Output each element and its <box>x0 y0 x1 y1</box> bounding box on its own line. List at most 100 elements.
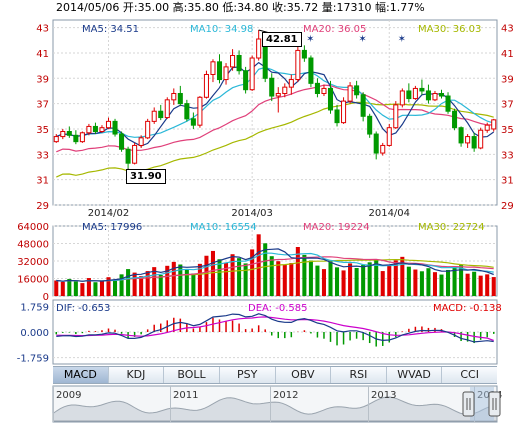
volume-bar-up <box>387 266 392 296</box>
candle-down <box>314 82 320 94</box>
volume-bar-up <box>132 272 137 296</box>
volume-bar-down <box>446 269 451 296</box>
volume-bar-down <box>184 269 189 296</box>
candle-down <box>184 103 190 120</box>
candle-up <box>99 127 105 133</box>
price-ma20-legend: MA20: 36.05 <box>303 24 367 35</box>
volume-bar-up <box>289 262 294 296</box>
volume-label: 量: <box>321 1 337 14</box>
overview-year-label: 2013 <box>371 390 396 401</box>
tab-wvad[interactable]: WVAD <box>387 367 443 383</box>
volume-bar-up <box>413 269 418 296</box>
change-value: 1.77% <box>389 1 425 14</box>
candle-up <box>151 110 157 122</box>
tab-psy[interactable]: PSY <box>220 367 276 383</box>
volume-bar-up <box>197 263 202 296</box>
candle-up <box>105 120 112 129</box>
macd-axis-tick: 0.000 <box>20 328 49 339</box>
volume-bar-down <box>328 261 333 296</box>
low-price-marker: 31.90 <box>126 169 166 184</box>
volume-bar-up <box>485 274 490 296</box>
volume-axis-tick: 32000 <box>17 257 49 268</box>
candle-up <box>145 120 151 139</box>
tab-rsi[interactable]: RSI <box>331 367 387 383</box>
candle-up <box>432 92 438 101</box>
candle-down <box>125 148 131 164</box>
overview-year-label: 2012 <box>273 390 298 401</box>
candle-up <box>132 144 138 164</box>
candle-up <box>412 87 418 100</box>
volume-bar-down <box>472 271 477 296</box>
volume-bar-down <box>67 278 72 296</box>
candle-down <box>269 77 275 97</box>
close-value: 35.72 <box>286 1 319 14</box>
candle-up <box>210 61 216 75</box>
volume-bar-down <box>217 259 222 296</box>
macd-dif-legend: DIF: -0.653 <box>56 303 111 314</box>
volume-bar-up <box>106 277 111 296</box>
high-value: 35.80 <box>187 1 219 14</box>
volume-bar-down <box>302 254 307 296</box>
volume-ma30-legend: MA30: 22724 <box>418 222 485 233</box>
dif-line <box>56 313 494 343</box>
volume-bar-down <box>93 282 98 296</box>
price-axis-tick-left: 43 <box>36 24 49 35</box>
volume-bar-up <box>380 271 385 296</box>
candle-up <box>197 96 203 126</box>
price-axis-tick-right: 39 <box>501 74 514 85</box>
candle-up <box>53 136 59 143</box>
candle-up <box>341 100 347 124</box>
volume-bar-up <box>393 260 398 296</box>
volume-bar-down <box>191 273 196 296</box>
price-ma10-line <box>56 66 494 138</box>
volume-bar-up <box>465 273 470 296</box>
macd-axis-tick: -1.759 <box>17 354 49 365</box>
volume-bar-up <box>152 267 157 296</box>
candle-down <box>190 118 196 126</box>
volume-bar-up <box>321 269 326 296</box>
volume-bar-up <box>145 271 150 296</box>
tab-obv[interactable]: OBV <box>276 367 332 383</box>
volume-bar-up <box>86 278 91 296</box>
candle-up <box>491 119 497 130</box>
volume-ma10-legend: MA10: 16554 <box>190 222 257 233</box>
candle-down <box>216 61 223 81</box>
candle-down <box>367 115 373 135</box>
volume-ma5-legend: MA5: 17996 <box>82 222 143 233</box>
tab-boll[interactable]: BOLL <box>164 367 220 383</box>
volume-bar-down <box>419 271 424 296</box>
indicator-tabs: MACD KDJ BOLL PSY OBV RSI WVAD CCI <box>53 366 497 384</box>
overview-year-label: 2011 <box>173 390 198 401</box>
candle-up <box>288 79 294 88</box>
volume-bar-up <box>210 250 215 296</box>
volume-bar-up <box>400 256 405 296</box>
volume-bar-down <box>452 266 457 296</box>
date-axis-label: 2014/02 <box>88 208 130 219</box>
price-ma5-line <box>56 61 495 147</box>
low-value: 34.80 <box>237 1 269 14</box>
tab-cci[interactable]: CCI <box>460 368 479 381</box>
open-value: 35.00 <box>137 1 170 14</box>
date-axis-label: 2014/03 <box>231 208 273 219</box>
candle-down <box>73 134 79 143</box>
candle-up <box>275 92 281 97</box>
overview-left-handle[interactable] <box>462 391 475 417</box>
candle-down <box>452 110 458 129</box>
tab-kdj[interactable]: KDJ <box>109 367 165 383</box>
price-axis-tick-right: 37 <box>501 100 514 111</box>
volume-value: 17310 <box>336 1 372 14</box>
tab-macd[interactable]: MACD <box>53 367 109 383</box>
candle-down <box>334 109 340 124</box>
candle-up <box>321 87 327 94</box>
price-axis-tick-left: 31 <box>36 176 49 187</box>
macd-dea-legend: DEA: -0.585 <box>248 303 308 314</box>
price-ma10-legend: MA10: 34.98 <box>190 24 254 35</box>
volume-axis-tick: 0 <box>43 292 49 303</box>
candle-down <box>66 131 72 136</box>
candle-up <box>465 136 471 144</box>
overview-right-handle[interactable] <box>488 391 501 417</box>
candle-down <box>373 133 379 154</box>
volume-bar-down <box>459 265 464 296</box>
